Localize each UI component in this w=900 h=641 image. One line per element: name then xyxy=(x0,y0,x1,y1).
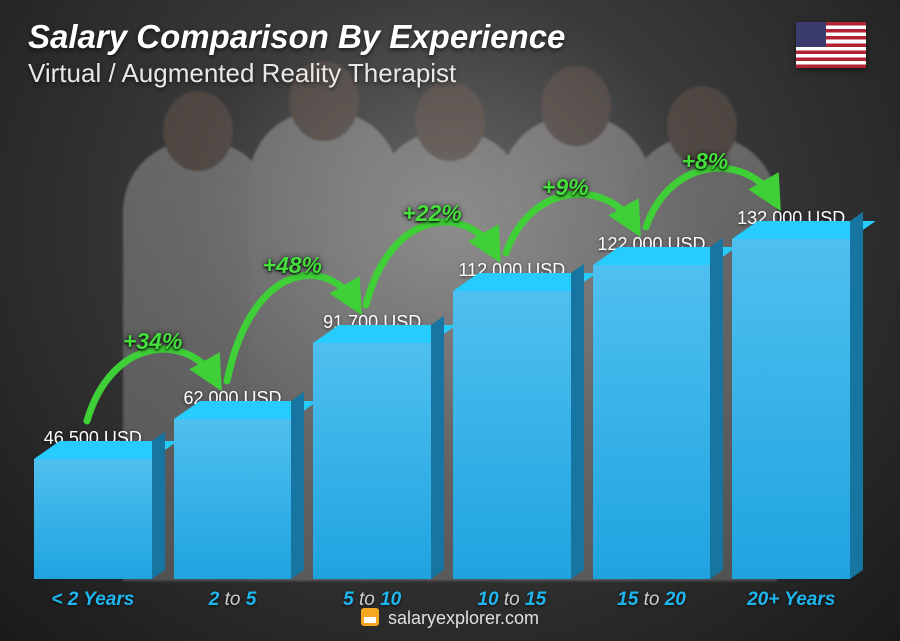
bar xyxy=(174,419,292,579)
page-subtitle: Virtual / Augmented Reality Therapist xyxy=(28,58,872,89)
country-flag-icon xyxy=(796,22,866,68)
bar-slot: 112,000 USD10 to 15 xyxy=(453,260,571,579)
increase-percent-label: +34% xyxy=(123,328,182,355)
bar xyxy=(732,239,850,579)
bar xyxy=(593,265,711,579)
bar xyxy=(34,459,152,579)
increase-percent-label: +9% xyxy=(542,174,589,201)
salary-bar-chart: 46,500 USD< 2 Years62,000 USD2 to 591,70… xyxy=(34,119,850,579)
page-title: Salary Comparison By Experience xyxy=(28,18,872,56)
increase-percent-label: +22% xyxy=(402,200,461,227)
bar-slot: 62,000 USD2 to 5 xyxy=(174,388,292,579)
bar-slot: 132,000 USD20+ Years xyxy=(732,208,850,579)
logo-icon xyxy=(361,608,379,626)
increase-percent-label: +8% xyxy=(682,148,729,175)
bar-slot: 46,500 USD< 2 Years xyxy=(34,428,152,579)
footer: salaryexplorer.com xyxy=(0,608,900,629)
footer-text: salaryexplorer.com xyxy=(388,608,539,628)
increase-percent-label: +48% xyxy=(263,252,322,279)
header: Salary Comparison By Experience Virtual … xyxy=(28,18,872,89)
bar xyxy=(313,343,431,579)
bar-slot: 122,000 USD15 to 20 xyxy=(593,234,711,579)
bar xyxy=(453,291,571,579)
bar-slot: 91,700 USD5 to 10 xyxy=(313,312,431,579)
